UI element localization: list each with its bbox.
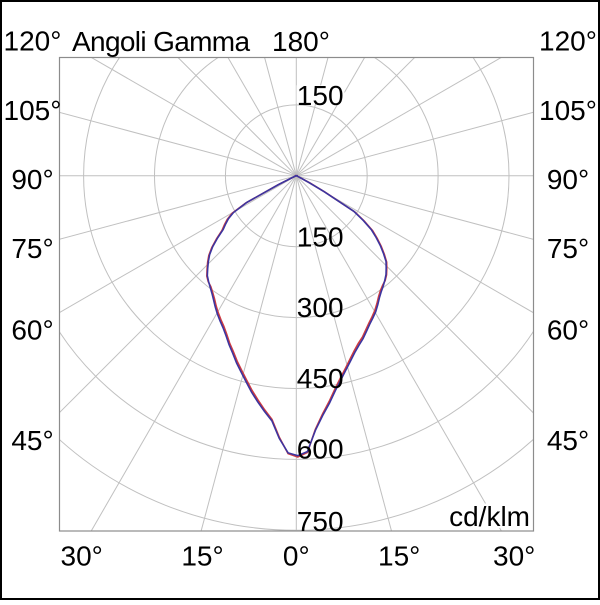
svg-text:300: 300 xyxy=(297,292,344,323)
svg-text:105°: 105° xyxy=(4,95,62,126)
svg-text:15°: 15° xyxy=(181,541,223,572)
svg-text:30°: 30° xyxy=(493,541,535,572)
svg-text:0°: 0° xyxy=(283,541,310,572)
svg-text:150: 150 xyxy=(297,221,344,252)
svg-text:45°: 45° xyxy=(11,425,53,456)
svg-text:450: 450 xyxy=(297,363,344,394)
svg-text:90°: 90° xyxy=(547,164,589,195)
svg-text:750: 750 xyxy=(297,506,344,537)
svg-text:Angoli Gamma: Angoli Gamma xyxy=(72,26,250,57)
svg-text:105°: 105° xyxy=(539,95,597,126)
svg-text:30°: 30° xyxy=(61,541,103,572)
svg-text:150: 150 xyxy=(297,80,344,111)
svg-text:75°: 75° xyxy=(11,233,53,264)
svg-text:cd/klm: cd/klm xyxy=(449,501,530,532)
svg-text:60°: 60° xyxy=(547,315,589,346)
svg-text:75°: 75° xyxy=(547,233,589,264)
svg-text:60°: 60° xyxy=(11,315,53,346)
svg-text:45°: 45° xyxy=(547,425,589,456)
svg-text:15°: 15° xyxy=(378,541,420,572)
svg-text:600: 600 xyxy=(297,434,344,465)
svg-text:180°: 180° xyxy=(272,26,330,57)
svg-text:120°: 120° xyxy=(4,26,62,57)
svg-text:90°: 90° xyxy=(11,164,53,195)
svg-text:120°: 120° xyxy=(539,26,597,57)
